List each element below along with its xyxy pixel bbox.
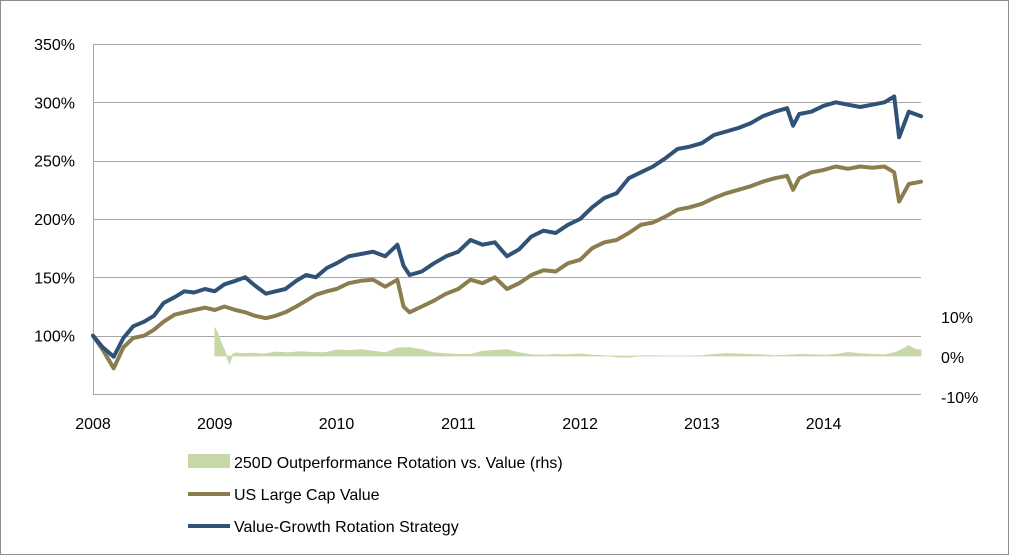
line-layer [91, 94, 923, 371]
y-left-tick-label: 150% [34, 270, 75, 287]
x-tick-label: 2012 [562, 416, 598, 433]
y-left-tick-label: 300% [34, 95, 75, 112]
legend-layer: 250D Outperformance Rotation vs. Value (… [188, 454, 563, 536]
y-right-tick-label: 10% [941, 310, 973, 327]
legend-label: US Large Cap Value [234, 487, 380, 504]
legend-label: 250D Outperformance Rotation vs. Value (… [234, 455, 563, 472]
x-tick-label: 2013 [684, 416, 720, 433]
series-value-line [91, 164, 923, 371]
legend-rotation: Value-Growth Rotation Strategy [188, 519, 459, 536]
x-tick-label: 2014 [806, 416, 842, 433]
grid-layer [93, 44, 921, 395]
x-tick-label: 2011 [441, 416, 476, 433]
y-right-tick-label: -10% [941, 390, 978, 407]
x-tick-label: 2008 [75, 416, 111, 433]
legend-label: Value-Growth Rotation Strategy [234, 519, 459, 536]
y-right-tick-label: 0% [941, 350, 964, 367]
y-left-tick-label: 250% [34, 154, 75, 171]
series-outperformance-area [214, 326, 922, 366]
y-left-tick-label: 200% [34, 212, 75, 229]
x-tick-label: 2010 [319, 416, 355, 433]
legend-swatch [188, 454, 230, 468]
series-rotation-line [91, 94, 923, 359]
legend-value: US Large Cap Value [188, 487, 380, 504]
area-layer [214, 326, 922, 366]
y-left-tick-label: 350% [34, 37, 75, 54]
axis-layer: 100% 150% 200% 250% 300% 350% 10% 0% -10% 2008 200… [34, 37, 978, 433]
x-tick-label: 2009 [197, 416, 233, 433]
y-left-tick-label: 100% [34, 329, 75, 346]
legend-outperformance: 250D Outperformance Rotation vs. Value (… [188, 454, 563, 472]
